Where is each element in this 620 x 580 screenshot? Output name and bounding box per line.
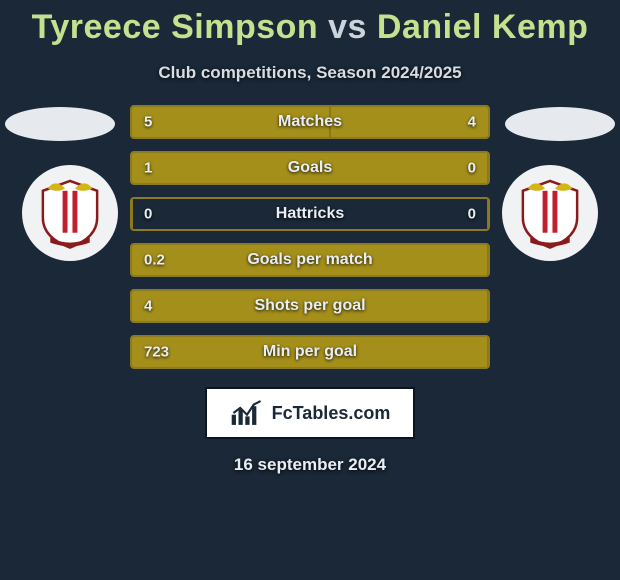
stat-left-value: 0.2 <box>144 252 165 269</box>
stats-arena: 5 4 Matches 1 0 Goals 0 0 Hattricks 0.2 Goals per … <box>0 105 620 369</box>
stat-right-value: 4 <box>468 114 476 131</box>
stat-label: Shots per goal <box>254 297 365 315</box>
stat-label: Goals <box>288 159 332 177</box>
comparison-title: Tyreece Simpson vs Daniel Kemp <box>0 0 620 47</box>
stat-bar-row: 723 Min per goal <box>130 335 490 369</box>
stat-bars-container: 5 4 Matches 1 0 Goals 0 0 Hattricks 0.2 Goals per … <box>130 105 490 369</box>
stat-label: Goals per match <box>247 251 372 269</box>
player2-name: Daniel Kemp <box>377 8 588 46</box>
stat-left-value: 4 <box>144 298 152 315</box>
stat-bar-fill-right <box>487 153 488 183</box>
player1-placeholder-oval <box>5 107 115 141</box>
stat-label: Matches <box>278 113 342 131</box>
stat-bar-fill-right <box>330 107 488 137</box>
stat-bar-fill-right <box>487 337 488 367</box>
crest-icon <box>513 176 587 250</box>
stat-left-value: 1 <box>144 160 152 177</box>
stat-left-value: 723 <box>144 344 169 361</box>
stat-bar-fill-right <box>487 291 488 321</box>
crest-icon <box>33 176 107 250</box>
subtitle: Club competitions, Season 2024/2025 <box>0 63 620 83</box>
stat-left-value: 5 <box>144 114 152 131</box>
stat-bar-row: 0.2 Goals per match <box>130 243 490 277</box>
stat-bar-fill-right <box>487 245 488 275</box>
player2-placeholder-oval <box>505 107 615 141</box>
stat-right-value: 0 <box>468 206 476 223</box>
stat-bar-fill-right <box>487 199 488 229</box>
stat-bar-row: 5 4 Matches <box>130 105 490 139</box>
stat-bar-row: 0 0 Hattricks <box>130 197 490 231</box>
player1-club-crest <box>22 165 118 261</box>
vs-text: vs <box>328 8 367 46</box>
stat-bar-fill-left <box>132 199 133 229</box>
player1-name: Tyreece Simpson <box>32 8 319 46</box>
stat-right-value: 0 <box>468 160 476 177</box>
stat-left-value: 0 <box>144 206 152 223</box>
stat-label: Hattricks <box>276 205 344 223</box>
stat-label: Min per goal <box>263 343 357 361</box>
infographic-date: 16 september 2024 <box>0 455 620 475</box>
player2-club-crest <box>502 165 598 261</box>
brand-badge: FcTables.com <box>205 387 415 439</box>
brand-chart-icon <box>230 399 264 427</box>
stat-bar-row: 1 0 Goals <box>130 151 490 185</box>
brand-text: FcTables.com <box>272 403 391 424</box>
stat-bar-row: 4 Shots per goal <box>130 289 490 323</box>
